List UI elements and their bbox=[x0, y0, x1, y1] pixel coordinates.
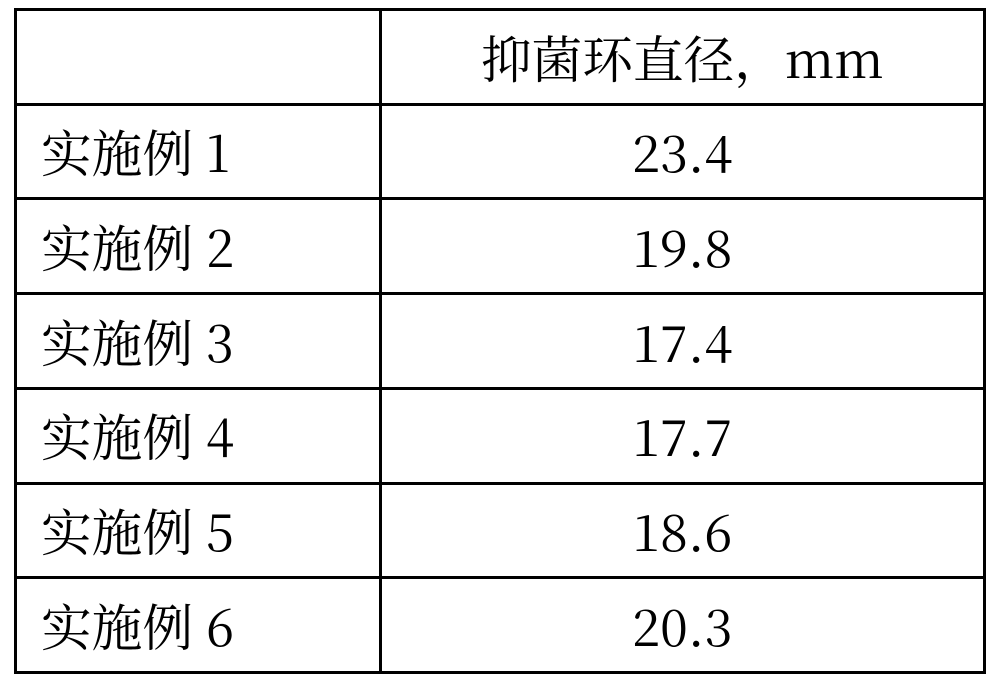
header-cell-value: 抑菌环直径，mm bbox=[380, 10, 984, 105]
table-row: 实施例 4 17.7 bbox=[16, 388, 985, 483]
row-value: 18.6 bbox=[380, 483, 984, 578]
row-label: 实施例 3 bbox=[16, 294, 381, 389]
table-row: 实施例 3 17.4 bbox=[16, 294, 985, 389]
header-cell-empty bbox=[16, 10, 381, 105]
row-label: 实施例 4 bbox=[16, 388, 381, 483]
table-row: 实施例 6 20.3 bbox=[16, 578, 985, 673]
row-value: 20.3 bbox=[380, 578, 984, 673]
table-container: 抑菌环直径，mm 实施例 1 23.4 实施例 2 19.8 实施例 3 17.… bbox=[0, 0, 1000, 686]
row-value: 17.4 bbox=[380, 294, 984, 389]
table-row: 实施例 1 23.4 bbox=[16, 104, 985, 199]
row-label: 实施例 5 bbox=[16, 483, 381, 578]
table-row: 实施例 2 19.8 bbox=[16, 199, 985, 294]
row-value: 17.7 bbox=[380, 388, 984, 483]
data-table: 抑菌环直径，mm 实施例 1 23.4 实施例 2 19.8 实施例 3 17.… bbox=[14, 8, 986, 674]
row-label: 实施例 6 bbox=[16, 578, 381, 673]
row-label: 实施例 1 bbox=[16, 104, 381, 199]
row-value: 19.8 bbox=[380, 199, 984, 294]
table-row: 实施例 5 18.6 bbox=[16, 483, 985, 578]
table-header-row: 抑菌环直径，mm bbox=[16, 10, 985, 105]
row-value: 23.4 bbox=[380, 104, 984, 199]
row-label: 实施例 2 bbox=[16, 199, 381, 294]
